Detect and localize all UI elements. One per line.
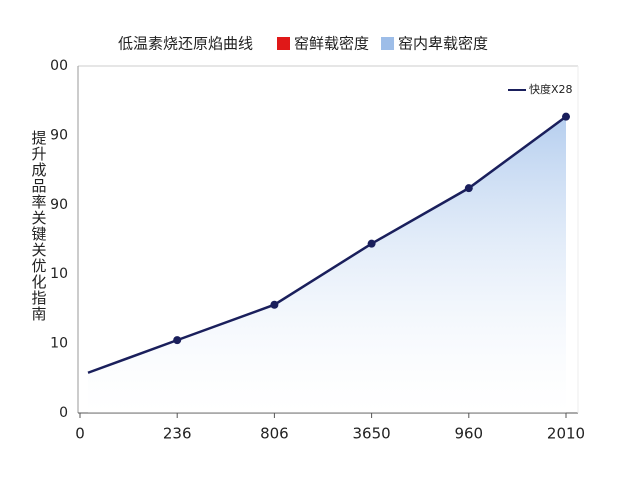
x-tick-label: 236 (163, 425, 192, 443)
y-tick-label: 00 (50, 58, 68, 74)
legend-label: 快度X28 (529, 82, 573, 96)
point (270, 300, 279, 309)
legend-swatch (277, 37, 290, 50)
x-tick-label: 960 (454, 425, 483, 443)
line (87, 115, 567, 374)
point (173, 336, 182, 345)
point (367, 239, 376, 248)
y-tick-label: 90 (50, 127, 68, 143)
point (464, 184, 473, 193)
y-tick-label: 10 (50, 336, 68, 352)
chart-title: 低温素烧还原焰曲线 (118, 35, 253, 53)
y-tick-label: 90 (50, 197, 68, 213)
y-tick-label: 10 (50, 266, 68, 282)
x-tick-label: 2010 (547, 425, 585, 443)
legend-label: 窑内卑载密度 (398, 35, 488, 53)
y-axis-label: 提升成品率关键关优化指南 (30, 130, 48, 322)
area (88, 116, 566, 414)
x-tick-label: 806 (260, 425, 289, 443)
point (562, 112, 570, 121)
x-tick-label: 3650 (353, 425, 391, 443)
x-tick-label: 0 (75, 425, 85, 443)
legend-label: 窑鲜载密度 (294, 35, 369, 53)
y-tick-label: 0 (59, 405, 68, 421)
legend-swatch (381, 37, 395, 50)
